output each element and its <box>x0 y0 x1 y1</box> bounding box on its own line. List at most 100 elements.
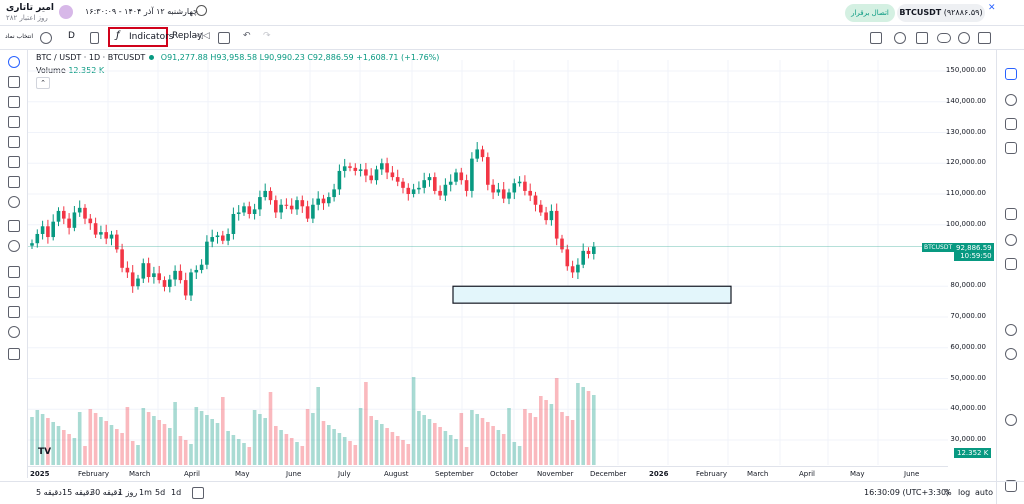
notification-bell-icon[interactable] <box>1005 348 1017 360</box>
range-15-min[interactable]: 15 دقیقه <box>62 488 93 497</box>
candle-body <box>496 189 501 193</box>
volume-bar <box>570 420 575 465</box>
symbol-name: BTCUSDT <box>899 8 942 17</box>
volume-bar <box>115 429 119 465</box>
candle-body <box>586 250 591 254</box>
zoom-in-icon[interactable] <box>8 240 20 252</box>
undo-icon[interactable]: ↶ <box>243 31 251 41</box>
range-30-min[interactable]: 30 دقیقه <box>90 488 121 497</box>
volume-bar <box>454 439 458 465</box>
percent-toggle[interactable]: % <box>944 488 952 497</box>
horizontal-lines-icon[interactable] <box>8 96 20 108</box>
time-axis[interactable]: 2025 February March April May June July August S… <box>28 466 948 480</box>
symbol-search-button[interactable]: انتخاب نماد <box>5 33 34 40</box>
cloud-save-icon[interactable] <box>937 33 951 43</box>
layout-grid-icon[interactable] <box>218 32 230 44</box>
theme-moon-icon[interactable] <box>1005 414 1017 426</box>
top-bar: امیر تاتاری ۲۸۲ روز اعتبار چهارشنبه ۱۲ آ… <box>0 0 1024 26</box>
close-ad-icon[interactable]: ✕ <box>988 3 996 13</box>
calendar-icon[interactable] <box>1005 118 1017 130</box>
volume-bar <box>380 424 384 465</box>
add-symbol-icon[interactable] <box>40 32 52 44</box>
avatar[interactable] <box>59 5 73 19</box>
range-5d[interactable]: 5d <box>155 488 166 497</box>
replay-button[interactable]: Replay <box>172 31 203 41</box>
trash-icon[interactable] <box>8 348 20 360</box>
candle-body <box>486 157 490 185</box>
lock-icon[interactable] <box>8 306 20 318</box>
lock-drawing-icon[interactable] <box>8 286 20 298</box>
download-icon[interactable] <box>1005 258 1017 270</box>
user-info[interactable]: امیر تاتاری ۲۸۲ روز اعتبار <box>6 3 54 23</box>
volume-bar <box>46 418 50 465</box>
candle-type-icon[interactable] <box>90 32 99 44</box>
candle-body <box>279 204 283 213</box>
price-chart[interactable] <box>28 60 948 465</box>
drawing-toolbar <box>0 50 28 478</box>
collapse-legend-button[interactable]: ⌃ <box>36 77 50 89</box>
camera-icon[interactable] <box>978 32 991 44</box>
volume-bar <box>433 423 437 465</box>
range-5-min[interactable]: 5 دقیقه <box>36 488 62 497</box>
date-range-icon[interactable] <box>192 487 204 499</box>
eye-icon[interactable] <box>8 326 20 338</box>
fullscreen-box-icon[interactable] <box>870 32 882 44</box>
candle-body <box>141 263 146 279</box>
symbol-price-pill[interactable]: BTCUSDT (۹۲۸۸۶.۵۹) <box>897 4 985 22</box>
text-icon[interactable] <box>8 176 20 188</box>
time-axis-label: March <box>747 470 769 478</box>
volume-bar <box>390 432 395 465</box>
candle-body <box>231 213 236 234</box>
ruler-icon[interactable] <box>8 220 20 232</box>
redo-icon[interactable]: ↷ <box>263 31 271 41</box>
user-icon[interactable] <box>1005 234 1017 246</box>
zoom-icon[interactable] <box>894 32 906 44</box>
candle-body <box>337 170 342 190</box>
candle-body <box>454 172 458 182</box>
price-axis[interactable]: 150,000.00 140,000.00 130,000.00 120,000.00… <box>946 60 996 465</box>
volume-bar <box>565 416 570 465</box>
volume-bar <box>480 418 485 465</box>
wallet-icon[interactable] <box>1005 208 1017 220</box>
volume-bar <box>162 424 167 465</box>
replay-back-icon[interactable]: ◁◁ <box>196 31 210 41</box>
magnet-icon[interactable] <box>8 266 20 278</box>
fib-icon[interactable] <box>8 136 20 148</box>
auto-toggle[interactable]: auto <box>975 488 994 497</box>
candle-body <box>475 149 479 159</box>
pattern-icon[interactable] <box>8 116 20 128</box>
clock-time[interactable]: 16:30:09 (UTC+3:30) <box>864 488 950 497</box>
candle-body <box>152 273 156 278</box>
range-1d[interactable]: 1d <box>171 488 182 497</box>
volume-bar <box>72 438 77 465</box>
range-1m[interactable]: 1m <box>139 488 152 497</box>
symbol-price-tag: BTCUSDT <box>922 243 955 252</box>
brush-icon[interactable] <box>8 156 20 168</box>
settings-gear-icon[interactable] <box>1005 324 1017 336</box>
notes-icon[interactable] <box>1005 142 1017 154</box>
watchlist-icon[interactable] <box>1005 68 1017 80</box>
settings-icon[interactable] <box>958 32 970 44</box>
volume-bar <box>517 446 522 465</box>
connection-status-badge[interactable]: اتصال برقرار <box>845 4 895 22</box>
logout-icon[interactable] <box>1005 480 1017 492</box>
log-toggle[interactable]: log <box>958 488 971 497</box>
trend-line-icon[interactable] <box>8 76 20 88</box>
interval-button[interactable]: D <box>68 31 75 41</box>
indicators-button[interactable] <box>108 27 168 47</box>
volume-bar <box>236 439 241 465</box>
candle-body <box>327 197 331 204</box>
volume-bar <box>374 420 379 465</box>
volume-bar <box>215 423 220 465</box>
volume-bar <box>146 412 151 465</box>
legend-symbol[interactable]: BTC / USDT · 1D · BTCUSDT <box>36 53 146 62</box>
range-1-day[interactable]: 1 روز <box>118 488 138 497</box>
candle-body <box>284 204 289 206</box>
emoji-icon[interactable] <box>8 196 20 208</box>
crosshair-icon[interactable] <box>8 56 20 68</box>
volume-bar <box>364 382 368 465</box>
expand-icon[interactable] <box>916 32 928 44</box>
volume-bar <box>448 435 453 465</box>
alerts-clock-icon[interactable] <box>1005 94 1017 106</box>
volume-bar <box>581 387 585 465</box>
